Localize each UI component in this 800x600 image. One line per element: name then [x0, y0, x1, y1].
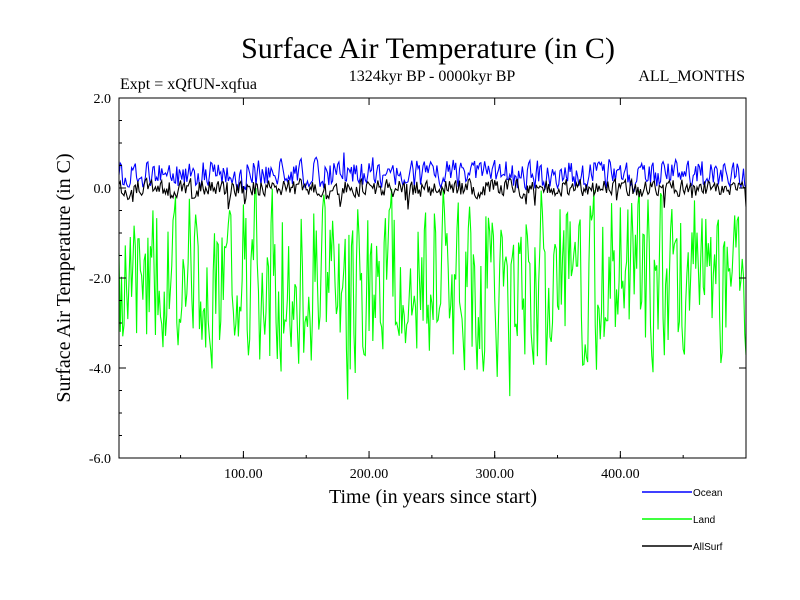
plot-area	[118, 152, 747, 400]
y-tick-label: -6.0	[89, 452, 111, 467]
expt-label: Expt = xQfUN-xqfua	[120, 76, 257, 93]
chart-title: Surface Air Temperature (in C)	[241, 32, 615, 65]
legend-label-allsurf: AllSurf	[693, 542, 723, 553]
x-tick-label: 100.00	[224, 467, 263, 482]
x-tick-label: 300.00	[475, 467, 514, 482]
legend-label-ocean: Ocean	[693, 488, 722, 499]
x-tick-label: 200.00	[350, 467, 389, 482]
period-label: 1324kyr BP - 0000kyr BP	[349, 68, 516, 85]
y-tick-label: 2.0	[94, 92, 112, 107]
legend-label-land: Land	[693, 515, 715, 526]
y-tick-label: -4.0	[89, 362, 111, 377]
y-tick-label: -2.0	[89, 272, 111, 287]
y-axis: 2.0 0.0 -2.0 -4.0 -6.0	[89, 92, 746, 467]
y-tick-label: 0.0	[94, 182, 112, 197]
months-label: ALL_MONTHS	[638, 68, 745, 85]
legend: Ocean Land AllSurf	[642, 488, 723, 553]
series-line-allsurf	[118, 177, 747, 210]
x-axis-label: Time (in years since start)	[329, 486, 537, 508]
x-tick-label: 400.00	[601, 467, 640, 482]
series-line-land	[118, 187, 747, 400]
x-axis: 100.00 200.00 300.00 400.00	[180, 98, 684, 482]
y-axis-label: Surface Air Temperature (in C)	[53, 153, 75, 402]
series-line-ocean	[118, 152, 747, 193]
